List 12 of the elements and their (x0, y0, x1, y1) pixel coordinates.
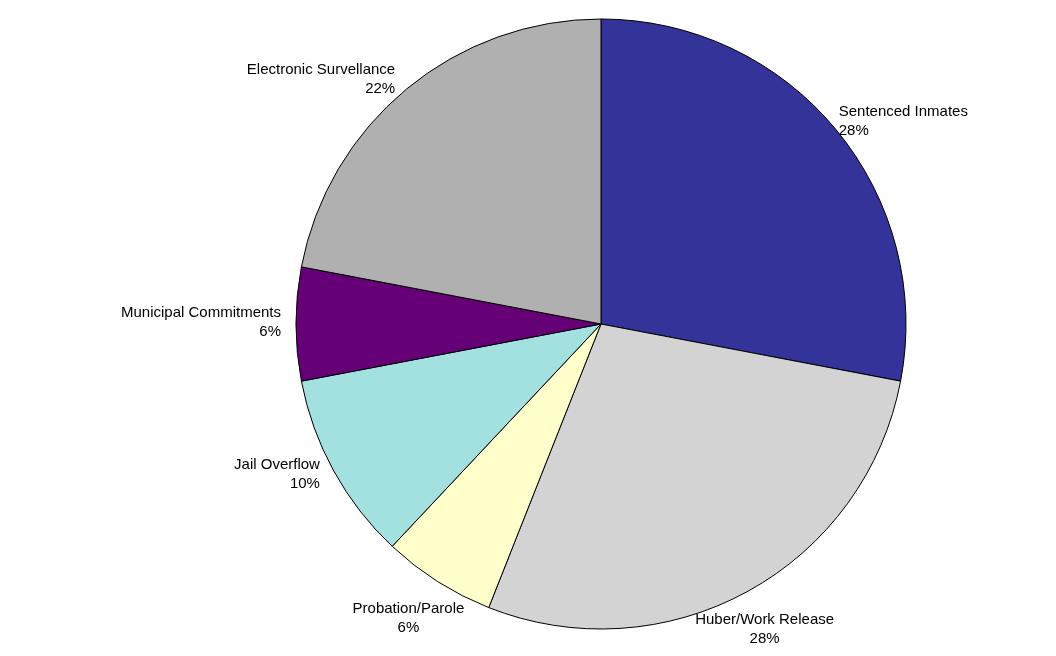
slice-label: Jail Overflow (234, 454, 321, 472)
data-label: 6% (397, 617, 420, 635)
slice-label: Sentenced Inmates (838, 102, 968, 120)
slice-label: Electronic Survellance (246, 60, 396, 78)
data-label: 6% (259, 322, 281, 339)
data-label: 22% (365, 79, 396, 97)
slice-label: Huber/Work Release (695, 609, 835, 627)
data-label: 28% (838, 121, 869, 139)
slice-label: Probation/Parole (352, 598, 465, 616)
slice-label: Municipal Commitments (120, 303, 281, 320)
data-label: 28% (749, 628, 780, 646)
data-label: 10% (289, 473, 320, 491)
